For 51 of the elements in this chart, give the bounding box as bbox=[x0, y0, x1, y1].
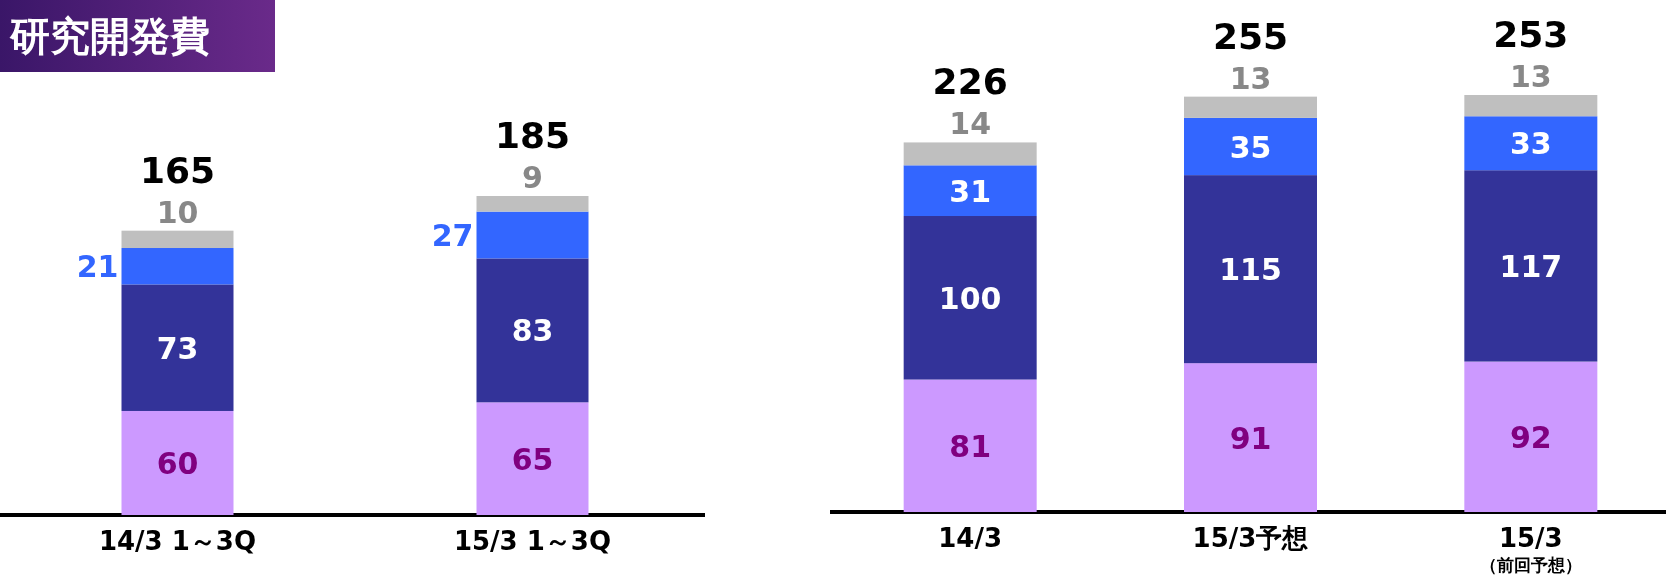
total-label: 226 bbox=[932, 61, 1008, 103]
bar bbox=[1184, 363, 1317, 512]
data-label: 10 bbox=[156, 194, 199, 230]
data-label: 13 bbox=[1229, 60, 1272, 96]
bar bbox=[1184, 117, 1317, 176]
bar bbox=[476, 211, 589, 259]
bar bbox=[121, 410, 234, 515]
bar bbox=[903, 379, 1037, 512]
data-label: 117 bbox=[1499, 248, 1563, 284]
total-label: 165 bbox=[139, 149, 216, 191]
chart-title: 研究開発費 bbox=[9, 13, 210, 59]
total-label: 185 bbox=[494, 115, 571, 156]
bar bbox=[903, 142, 1037, 166]
bar bbox=[1464, 95, 1598, 117]
total-label: 255 bbox=[1212, 15, 1289, 57]
data-label: 65 bbox=[511, 441, 554, 477]
x-tick-label: 15/3 1～3Q bbox=[453, 526, 612, 556]
x-tick-label: 14/3 1～3Q bbox=[98, 526, 257, 556]
x-tick-label: 15/3 （前回予想） bbox=[1479, 523, 1582, 575]
data-label: 60 bbox=[156, 445, 199, 481]
bar bbox=[121, 230, 234, 249]
bar bbox=[476, 258, 589, 403]
bar bbox=[121, 248, 234, 285]
data-label: 73 bbox=[156, 330, 199, 366]
data-label: 35 bbox=[1229, 129, 1272, 165]
data-label: 81 bbox=[949, 428, 992, 464]
data-label: 14 bbox=[949, 106, 992, 142]
x-tick-label: 14/3 bbox=[938, 523, 1003, 553]
data-label: 100 bbox=[938, 280, 1002, 316]
bar bbox=[1184, 175, 1317, 364]
data-label: 91 bbox=[1229, 420, 1272, 456]
data-label: 9 bbox=[522, 160, 543, 195]
data-label: 31 bbox=[949, 173, 992, 209]
bar bbox=[903, 165, 1037, 217]
data-label: 115 bbox=[1219, 252, 1282, 288]
bar bbox=[476, 402, 589, 515]
bar bbox=[1464, 361, 1598, 512]
data-label: 33 bbox=[1509, 126, 1552, 162]
bar bbox=[1464, 170, 1598, 362]
data-label: 92 bbox=[1509, 419, 1552, 455]
bar bbox=[121, 284, 234, 411]
x-tick-label: 15/3予想 bbox=[1192, 523, 1309, 553]
data-label: 27 bbox=[431, 218, 474, 254]
bar bbox=[476, 196, 589, 212]
data-label: 13 bbox=[1509, 59, 1552, 94]
data-label: 21 bbox=[76, 249, 119, 285]
bar bbox=[1184, 96, 1317, 118]
bar bbox=[903, 216, 1037, 380]
total-label: 253 bbox=[1493, 14, 1569, 55]
data-label: 83 bbox=[511, 313, 554, 349]
bar bbox=[1464, 116, 1598, 171]
